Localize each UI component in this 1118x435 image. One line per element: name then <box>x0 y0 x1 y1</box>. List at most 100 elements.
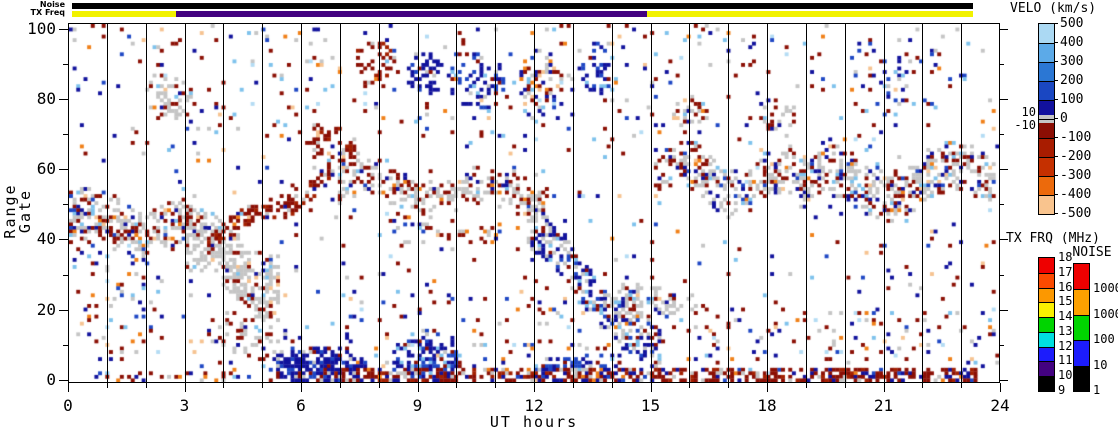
y-axis-title: Range Gate <box>1 183 34 239</box>
x-tick-minor <box>456 383 458 388</box>
velocity-colorbar <box>1038 23 1055 215</box>
x-tick-label: 15 <box>640 396 661 415</box>
x-tick-minor <box>922 383 924 388</box>
velocity-scale-label: -300 <box>1060 168 1092 183</box>
y-tick-label: 0 <box>46 370 56 389</box>
x-tick-major <box>883 383 885 392</box>
x-tick-label: 3 <box>179 396 190 415</box>
x-tick-minor <box>728 383 730 388</box>
y-tick-label: 100 <box>27 18 56 38</box>
velocity-colorbar-segment <box>1039 195 1054 214</box>
x-tick-minor <box>961 383 963 388</box>
txfrq-colorbar <box>1038 257 1055 392</box>
txfrq-colorbar-segment <box>1039 346 1054 362</box>
x-tick-label: 6 <box>296 396 306 415</box>
txfrq-scale-label: 11 <box>1058 353 1073 368</box>
y-tick-label: 20 <box>36 299 56 319</box>
y-tick-minor-right <box>1000 344 1004 346</box>
txfrq-scale-label: 15 <box>1058 294 1073 309</box>
velocity-scale-label: 400 <box>1060 35 1084 50</box>
x-tick-minor <box>339 383 341 388</box>
txfrq-scale-label: 12 <box>1058 338 1073 353</box>
x-tick-major <box>534 383 535 392</box>
x-tick-minor <box>805 383 807 388</box>
x-tick-label: 12 <box>524 396 544 415</box>
txfrq-scale-label: 10 <box>1058 368 1073 383</box>
plot-area <box>68 23 1000 383</box>
status-bar-segment <box>175 11 647 17</box>
x-tick-minor <box>611 383 613 388</box>
status-bar-segment <box>646 11 973 17</box>
txfrq-colorbar-segment <box>1039 272 1054 288</box>
x-tick-minor <box>145 383 147 388</box>
velocity-scale-label: -500 <box>1060 206 1092 221</box>
txfrq-scale-label: 16 <box>1058 279 1073 294</box>
x-tick-minor <box>572 383 574 388</box>
noise-colorbar-segment <box>1074 314 1089 341</box>
txfrq-scale-label: 14 <box>1058 309 1073 324</box>
x-tick-major <box>1000 383 1001 392</box>
y-tick-major <box>59 309 68 311</box>
txfrq-colorbar-segment <box>1039 258 1054 273</box>
noise-scale-label: 1 <box>1093 383 1101 397</box>
txfrq-colorbar-segment <box>1039 317 1054 332</box>
noise-scale-label: 10 <box>1093 357 1108 372</box>
noise-colorbar-segment <box>1074 365 1089 391</box>
y-tick-major-right <box>1000 309 1008 311</box>
y-tick-minor-right <box>1000 63 1004 65</box>
velocity-scale-label: 0 <box>1060 111 1068 126</box>
x-tick-major <box>650 383 652 392</box>
y-tick-label: 80 <box>36 88 56 108</box>
x-tick-major <box>68 383 69 392</box>
velocity-scale-label: 100 <box>1060 92 1084 107</box>
velocity-colorbar-title: VELO (km/s) <box>1010 1 1097 16</box>
x-axis-title: UT hours <box>489 413 579 431</box>
y-tick-major <box>59 380 68 381</box>
x-tick-label: 24 <box>990 396 1010 415</box>
velocity-colorbar-segment <box>1039 43 1054 62</box>
noise-colorbar-segment <box>1074 289 1089 315</box>
x-tick-label: 18 <box>757 396 777 415</box>
noise-scale-label: 10000 <box>1093 281 1118 296</box>
x-tick-minor <box>378 383 380 388</box>
y-tick-major <box>59 169 68 171</box>
txfrq-colorbar-segment <box>1039 361 1054 377</box>
txfrq-colorbar-segment <box>1039 287 1054 303</box>
velocity-scale-label: 300 <box>1060 54 1084 69</box>
y-tick-minor-right <box>1000 274 1004 276</box>
velocity-colorbar-segment <box>1039 157 1054 176</box>
noise-scale-label: 100 <box>1093 332 1115 347</box>
velocity-scale-label: -200 <box>1060 149 1092 164</box>
txfrq-scale-label: 13 <box>1058 323 1073 338</box>
velocity-scale-label: -400 <box>1060 187 1092 202</box>
txfrq-colorbar-title: TX FRQ (MHz) <box>1006 231 1100 246</box>
txfrq-scale-label: 17 <box>1058 264 1073 279</box>
x-tick-major <box>184 383 186 392</box>
y-tick-major <box>59 98 68 100</box>
txfrq-colorbar-segment <box>1039 302 1054 318</box>
x-tick-minor <box>495 383 497 388</box>
x-tick-minor <box>223 383 225 388</box>
y-tick-major-right <box>1000 169 1008 171</box>
noise-colorbar-segment <box>1074 264 1089 290</box>
status-bar-segment <box>71 3 973 9</box>
noise-colorbar <box>1073 263 1090 392</box>
velocity-colorbar-segment <box>1039 138 1054 157</box>
noise-colorbar-title: NOISE <box>1072 245 1112 260</box>
y-tick-minor-right <box>1000 133 1004 135</box>
data-cells-canvas <box>69 24 999 382</box>
y-tick-major <box>59 28 68 30</box>
velocity-colorbar-segment <box>1039 81 1054 100</box>
x-tick-minor <box>106 383 108 388</box>
noise-row-label: Noise <box>39 0 65 9</box>
velocity-colorbar-segment <box>1039 62 1054 81</box>
velocity-colorbar-segment <box>1039 24 1054 43</box>
y-tick-major-right <box>1000 380 1008 381</box>
y-tick-major <box>59 239 68 241</box>
y-tick-major-right <box>1000 28 1008 30</box>
x-tick-minor <box>844 383 846 388</box>
noise-colorbar-segment <box>1074 340 1089 366</box>
txfrq-scale-label: 9 <box>1058 383 1066 397</box>
